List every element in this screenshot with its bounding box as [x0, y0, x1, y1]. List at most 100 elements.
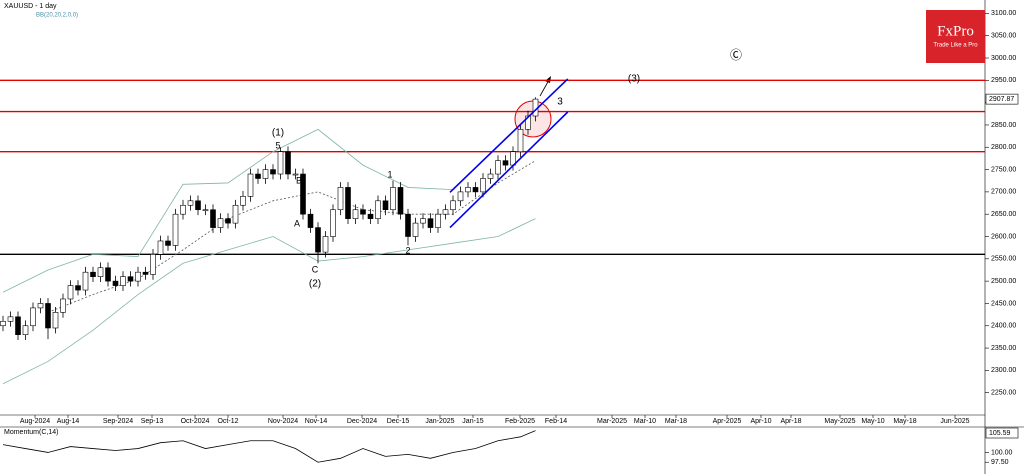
x-tick-label: Feb-14: [545, 418, 567, 425]
candle-body: [97, 267, 104, 277]
y-tick-label: 97.50: [991, 459, 1009, 466]
x-tick-label: Mar-2025: [597, 418, 627, 425]
candle-body: [172, 213, 179, 246]
last-price-box: [985, 93, 1019, 105]
x-tick-label: Sep-13: [141, 418, 164, 425]
candle-body: [105, 267, 111, 282]
y-tick-label: 2450.00: [991, 300, 1016, 307]
wave-label: (2): [309, 279, 321, 290]
candle-body: [52, 312, 59, 329]
candle-body: [300, 173, 306, 215]
candle-body: [397, 187, 404, 215]
y-tick-label: 2950.00: [991, 77, 1016, 84]
x-tick-label: Mar-10: [634, 418, 656, 425]
candle-body: [427, 218, 434, 228]
candle-body: [82, 271, 89, 291]
candle-body: [277, 151, 284, 175]
y-tick-label: 2850.00: [991, 122, 1016, 129]
candle-body: [0, 320, 6, 327]
y-tick-label: 2400.00: [991, 323, 1016, 330]
candle-body: [15, 316, 21, 335]
wave-label: A: [294, 218, 300, 228]
candle-body: [480, 178, 486, 193]
y-tick-label: 2500.00: [991, 278, 1016, 285]
y-tick-label: 2700.00: [991, 189, 1016, 196]
candle-body: [135, 271, 141, 282]
candle-body: [240, 196, 246, 206]
y-tick-label: 2350.00: [991, 345, 1016, 352]
wave-label: B: [296, 175, 302, 185]
last-value-box: [985, 427, 1019, 439]
x-tick-label: May-2025: [824, 418, 855, 425]
candle-body: [142, 271, 149, 275]
momentum-line: [2, 430, 536, 463]
candle-body: [450, 200, 456, 211]
candle-body: [217, 218, 224, 228]
candle-body: [345, 187, 351, 219]
arrow-shaft: [539, 79, 550, 97]
x-tick-label: May-10: [861, 418, 884, 425]
candle-body: [60, 298, 66, 313]
candle-body: [307, 213, 314, 228]
y-tick-label: 2650.00: [991, 211, 1016, 218]
last-value-label: 105.59: [989, 430, 1011, 437]
candle-body: [262, 169, 269, 179]
x-tick-label: Dec-2024: [347, 418, 377, 425]
candle-body: [352, 209, 359, 219]
x-tick-label: Jan-2025: [425, 418, 454, 425]
candle-body: [270, 169, 276, 175]
candle-body: [90, 271, 96, 277]
candle-body: [180, 204, 186, 215]
wave-label: 3: [557, 97, 563, 108]
candle-body: [405, 213, 411, 237]
wave-label: 1: [387, 169, 392, 179]
bollinger-lower: [2, 218, 536, 385]
candle-body: [457, 191, 464, 202]
y-tick-label: 2800.00: [991, 144, 1016, 151]
x-tick-label: Aug-2024: [20, 418, 50, 425]
x-tick-label: Jun-2025: [940, 418, 969, 425]
momentum-title: Momentum(C,14): [4, 429, 58, 436]
wave-label: (3): [628, 74, 640, 85]
candle-body: [495, 160, 501, 175]
y-tick-label: 2600.00: [991, 233, 1016, 240]
candle-body: [187, 200, 194, 206]
x-tick-label: May-18: [893, 418, 916, 425]
candle-body: [360, 209, 366, 215]
candle-body: [225, 218, 231, 224]
candle-body: [150, 254, 156, 275]
y-tick-label: 2750.00: [991, 166, 1016, 173]
candle-body: [210, 209, 216, 228]
candle-body: [165, 240, 171, 246]
candle-body: [30, 307, 36, 327]
wave-label: C: [312, 264, 319, 274]
logo-tagline: Trade Like a Pro: [933, 43, 978, 49]
x-tick-label: Dec-15: [387, 418, 410, 425]
wave-label: (1): [272, 128, 284, 139]
logo-name: FxPro: [937, 23, 974, 39]
y-tick-label: 3000.00: [991, 55, 1016, 62]
x-tick-label: Apr-2025: [713, 418, 742, 425]
candle-body: [330, 209, 336, 237]
wave-label: 2: [405, 245, 410, 255]
chart-title: XAUUSD - 1 day: [4, 3, 57, 10]
candle-body: [67, 285, 74, 300]
wave-label: 5: [275, 140, 280, 150]
y-tick-label: 2550.00: [991, 256, 1016, 263]
x-tick-label: Feb-2025: [505, 418, 535, 425]
arrow-head: [545, 76, 551, 83]
x-tick-label: Apr-10: [750, 418, 771, 425]
y-tick-label: 3050.00: [991, 33, 1016, 40]
candle-body: [435, 213, 441, 228]
last-price-label: 2907.87: [989, 96, 1014, 103]
candle-body: [292, 173, 299, 176]
candle-body: [127, 276, 134, 282]
channel-upper: [449, 78, 569, 193]
x-tick-label: Sep-2024: [103, 418, 133, 425]
candle-body: [367, 213, 374, 219]
candle-body: [487, 173, 494, 179]
x-tick-label: Nov-2024: [268, 418, 298, 425]
wave-label: Ⓒ: [730, 48, 742, 62]
y-tick-label: 3100.00: [991, 10, 1016, 17]
